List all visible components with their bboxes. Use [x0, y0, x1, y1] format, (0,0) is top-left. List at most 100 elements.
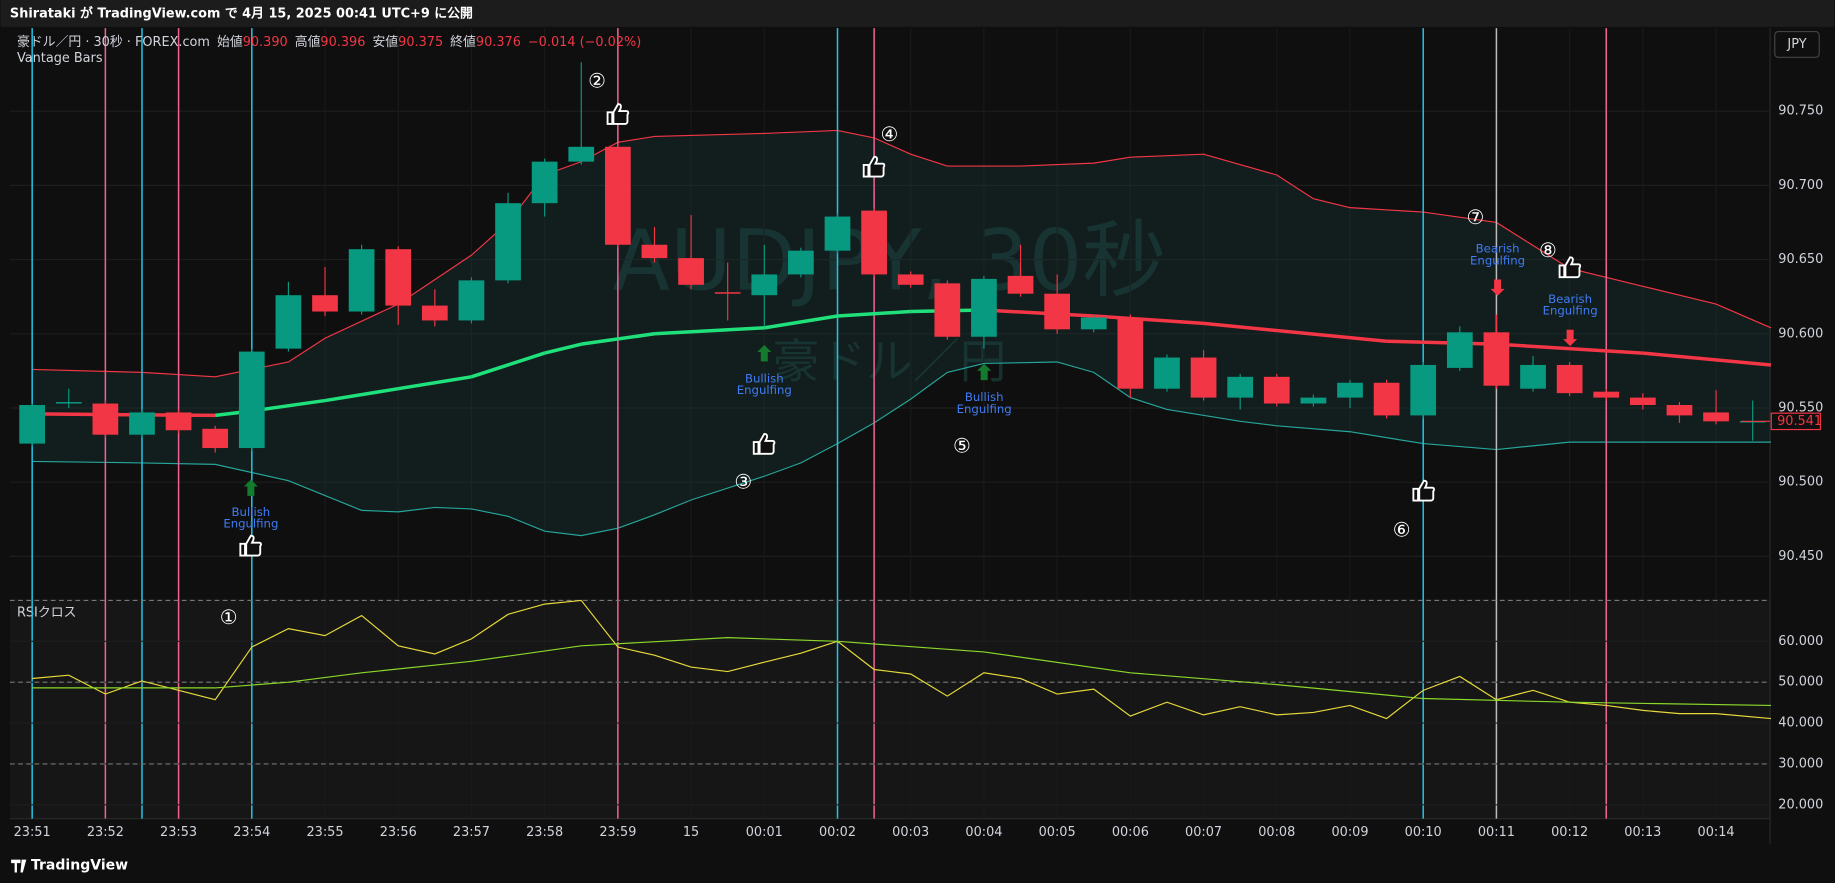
pattern-label: Bullish: [232, 505, 271, 519]
marker: ④: [881, 123, 899, 146]
candle-body: [531, 161, 558, 204]
candle-body: [92, 403, 119, 435]
x-tick-label: 00:06: [1112, 825, 1149, 840]
marker: ⑧: [1539, 239, 1557, 262]
header-bar: [0, 0, 1835, 27]
legend-symbol: 豪ドル／円 · 30秒 · FOREX.com 始値90.390 高値90.396 安…: [17, 34, 641, 50]
candle-body: [714, 292, 741, 294]
x-tick-label: 23:51: [14, 825, 51, 840]
candle-body: [1263, 376, 1290, 404]
candle-body: [19, 405, 46, 444]
pattern-label: Bullish: [965, 390, 1004, 404]
y-tick-label: 90.600: [1778, 326, 1823, 341]
candle-body: [312, 295, 338, 312]
candle-body: [1483, 332, 1510, 386]
mid-line: [1386, 339, 1497, 346]
legend: 豪ドル／円 · 30秒 · FOREX.com 始値90.390 高値90.396 安…: [17, 34, 641, 66]
rsi-pane: [9, 598, 1771, 819]
y-tick-label: 30.000: [1778, 756, 1823, 771]
mid-line: [324, 386, 399, 403]
x-tick-label: 00:01: [746, 825, 783, 840]
candle-body: [1190, 357, 1217, 398]
currency[interactable]: JPY: [1786, 37, 1806, 52]
candle-body: [1373, 382, 1400, 416]
x-tick-label: 23:55: [306, 825, 343, 840]
candle-body: [1007, 275, 1034, 294]
y-tick-label: 60.000: [1778, 634, 1823, 649]
pattern-label: Engulfing: [1470, 253, 1525, 267]
indicator-name: Vantage Bars: [17, 51, 103, 66]
candle-body: [1739, 421, 1766, 423]
candle-body: [165, 412, 192, 431]
mid-line: [1203, 321, 1387, 343]
x-tick-label: 00:11: [1478, 825, 1515, 840]
label: 始値: [217, 34, 243, 50]
value: 90.390: [243, 35, 288, 50]
candle-body: [971, 278, 997, 337]
candle-body: [1044, 293, 1071, 330]
rsi-title: RSIクロス: [17, 605, 76, 620]
pattern-label: Bullish: [745, 371, 784, 385]
x-tick-label: 23:53: [160, 825, 197, 840]
x-tick-label: 23:59: [599, 825, 636, 840]
upper-band: [32, 129, 1772, 378]
y-tick-label: 90.500: [1778, 475, 1823, 490]
marker: ⑦: [1466, 206, 1484, 229]
candle-body: [1666, 405, 1693, 416]
y-tick-label: 40.000: [1778, 716, 1823, 731]
pattern-arrow: [1563, 329, 1578, 347]
label: 高値: [295, 34, 321, 50]
x-tick-label: 00:14: [1698, 825, 1735, 840]
y-tick-label: 20.000: [1778, 797, 1823, 812]
footer-logo: [11, 859, 27, 873]
candle-body: [458, 280, 485, 321]
candle-body: [1629, 397, 1656, 406]
change: −0.014 (−0.02%): [528, 35, 641, 50]
x-tick-label: 00:09: [1331, 825, 1368, 840]
candle-body: [1446, 332, 1473, 368]
y-tick-label: 50.000: [1778, 675, 1823, 690]
candle-body: [238, 351, 265, 449]
candle-body: [421, 305, 448, 321]
x-tick-label: 23:57: [453, 825, 490, 840]
candle-body: [604, 146, 631, 245]
thumb-icon: [239, 534, 262, 557]
footer: TradingView: [31, 857, 128, 873]
candle-body: [1410, 364, 1437, 416]
thumb-icon: [862, 155, 886, 178]
x-tick-label: 15: [683, 825, 699, 840]
thumb-icon: [1412, 479, 1435, 502]
label: 安値: [372, 34, 398, 50]
candle-body: [1556, 364, 1583, 394]
marker: ②: [588, 69, 606, 92]
rsi-line: [32, 637, 1771, 707]
x-tick-label: 23:58: [526, 825, 563, 840]
symbol: 豪ドル／円 · 30秒 · FOREX.com: [17, 34, 210, 50]
mid-line: [397, 375, 472, 391]
candle-body: [934, 283, 961, 337]
currency-button[interactable]: [1774, 30, 1820, 58]
mid-line: [837, 309, 911, 318]
x-tick-label: 00:02: [819, 825, 856, 840]
x-tick-label: 23:56: [380, 825, 417, 840]
label: 終値: [450, 34, 476, 50]
candle-body: [1227, 376, 1254, 398]
mid-line: [581, 332, 655, 346]
mid-line: [1642, 351, 1772, 367]
pattern-label: Engulfing: [737, 383, 792, 397]
x-tick-label: 00:07: [1185, 825, 1222, 840]
x-tick-label: 23:54: [233, 825, 270, 840]
candle-body: [1593, 391, 1620, 398]
marker: ⑤: [953, 434, 971, 457]
candle-body: [348, 249, 375, 312]
mid-line: [1496, 342, 1643, 355]
candle-body: [897, 274, 924, 285]
x-tick-label: 23:52: [87, 825, 124, 840]
y-tick-label: 90.550: [1778, 400, 1823, 415]
pattern-label: Engulfing: [957, 402, 1012, 416]
candle-body: [568, 146, 595, 162]
marker: ①: [220, 606, 238, 629]
candle-body: [495, 203, 521, 281]
candle-body: [1337, 382, 1363, 398]
candle-body: [202, 428, 229, 449]
